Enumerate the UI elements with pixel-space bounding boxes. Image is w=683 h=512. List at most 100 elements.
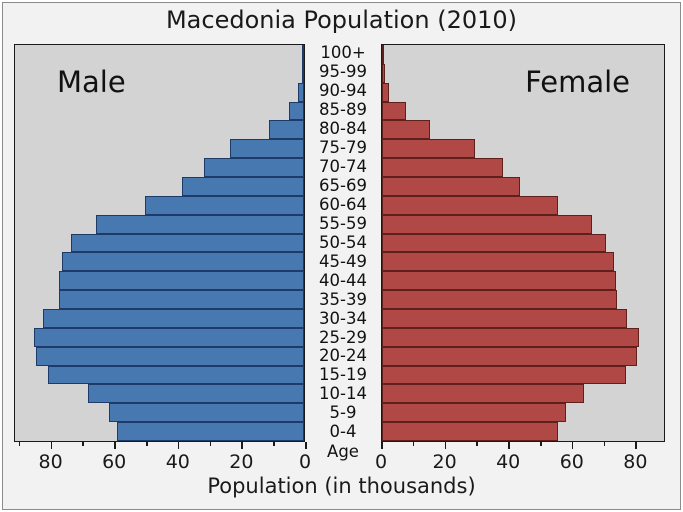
pyramid-row xyxy=(15,290,304,310)
male-bar-45-49 xyxy=(62,252,304,272)
male-bar-20-24 xyxy=(35,346,304,366)
male-bar-25-29 xyxy=(34,327,304,347)
pyramid-row xyxy=(382,158,664,178)
pyramid-row xyxy=(382,290,664,310)
x-axis-tick-major xyxy=(114,442,116,449)
age-tick-label: 90-94 xyxy=(319,81,367,101)
male-bar-35-39 xyxy=(58,290,304,310)
x-tick-label: 60 xyxy=(102,451,127,473)
pyramid-row xyxy=(15,158,304,178)
female-bar-100+ xyxy=(382,45,384,64)
pyramid-row xyxy=(382,403,664,423)
age-tick-label: 85-89 xyxy=(319,100,367,120)
age-axis-labels: 100+ 95-99 90-94 85-89 80-84 75-79 70-74 65-69 6… xyxy=(305,44,381,442)
female-label: Female xyxy=(525,65,630,99)
x-tick-label: 0 xyxy=(298,451,312,473)
x-tick-label: 40 xyxy=(165,451,190,473)
pyramid-row xyxy=(382,271,664,291)
pyramid-row xyxy=(382,346,664,366)
age-axis-title: Age xyxy=(327,442,359,461)
pyramid-row xyxy=(382,63,664,83)
pyramid-row xyxy=(382,384,664,404)
pyramid-row xyxy=(382,252,664,272)
pyramid-row xyxy=(15,214,304,234)
pyramid-row xyxy=(382,177,664,196)
x-axis-tick-major xyxy=(635,442,637,449)
male-bars-container xyxy=(15,45,304,441)
age-tick-label: 25-29 xyxy=(319,327,367,347)
pyramid-row xyxy=(15,346,304,366)
pyramid-row xyxy=(15,63,304,83)
x-axis-tick-major xyxy=(508,442,510,449)
pyramid-row xyxy=(15,101,304,121)
age-tick-label: 70-74 xyxy=(319,156,367,176)
pyramid-row xyxy=(15,271,304,291)
age-tick-label: 45-49 xyxy=(319,251,367,271)
x-tick-label: 40 xyxy=(496,451,521,473)
x-axis-tick-minor xyxy=(209,442,212,446)
pyramid-row xyxy=(15,45,304,64)
male-bar-60-64 xyxy=(144,195,304,215)
pyramid-row xyxy=(15,384,304,404)
female-bar-60-64 xyxy=(382,195,559,215)
male-label: Male xyxy=(57,65,126,99)
female-bar-35-39 xyxy=(382,290,618,310)
female-bar-40-44 xyxy=(382,271,617,291)
male-bar-65-69 xyxy=(181,177,304,196)
male-bar-10-14 xyxy=(88,384,304,404)
pyramid-row xyxy=(382,45,664,64)
pyramid-row xyxy=(15,327,304,347)
x-tick-label: 80 xyxy=(38,451,63,473)
x-axis-tick-minor xyxy=(82,442,84,446)
pyramid-row xyxy=(382,214,664,234)
age-tick-label: 60-64 xyxy=(319,194,367,214)
female-bar-85-89 xyxy=(382,101,406,121)
pyramid-row xyxy=(382,365,664,385)
male-bar-95-99 xyxy=(302,63,304,83)
female-bar-50-54 xyxy=(382,233,607,253)
age-tick-label: 10-14 xyxy=(319,384,367,404)
x-axis-tick-minor xyxy=(540,442,542,446)
male-bar-30-34 xyxy=(43,309,304,328)
female-bar-65-69 xyxy=(382,177,520,196)
x-axis-tick-major xyxy=(305,442,307,449)
x-tick-label: 80 xyxy=(623,451,648,473)
age-tick-label: 50-54 xyxy=(319,232,367,252)
pyramid-row xyxy=(382,195,664,215)
female-bar-30-34 xyxy=(382,309,627,328)
x-tick-label: 20 xyxy=(432,451,457,473)
age-tick-label: 0-4 xyxy=(329,422,357,442)
female-bar-25-29 xyxy=(382,327,640,347)
pyramid-row xyxy=(382,422,664,441)
male-bar-70-74 xyxy=(203,158,304,178)
female-bar-15-19 xyxy=(382,365,626,385)
pyramid-row xyxy=(15,365,304,385)
female-bar-55-59 xyxy=(382,214,592,234)
x-axis-tick-major xyxy=(241,442,243,449)
male-bar-5-9 xyxy=(108,403,304,423)
pyramid-row xyxy=(15,139,304,159)
male-bar-55-59 xyxy=(96,214,304,234)
male-bar-0-4 xyxy=(116,422,304,441)
chart-title: Macedonia Population (2010) xyxy=(165,6,518,34)
pyramid-row xyxy=(15,422,304,441)
age-tick-label: 40-44 xyxy=(319,270,367,290)
x-axis-tick-major xyxy=(571,442,574,449)
x-axis-tick-minor xyxy=(476,442,478,446)
pyramid-row xyxy=(382,139,664,159)
male-bar-85-89 xyxy=(289,101,304,121)
age-tick-label: 95-99 xyxy=(319,62,367,82)
male-bar-80-84 xyxy=(269,120,304,140)
male-bar-100+ xyxy=(302,45,304,64)
x-axis-tick-minor xyxy=(273,442,275,446)
age-tick-label: 100+ xyxy=(320,43,366,63)
pyramid-row xyxy=(382,309,664,328)
x-tick-label: 0 xyxy=(374,451,388,473)
female-bar-70-74 xyxy=(382,158,503,178)
male-x-axis: 0 20 40 60 80 xyxy=(14,442,311,474)
x-axis-tick-major xyxy=(177,442,180,449)
pyramid-row xyxy=(15,120,304,140)
pyramid-row xyxy=(382,101,664,121)
age-tick-label: 20-24 xyxy=(319,346,367,366)
male-bar-90-94 xyxy=(297,82,304,102)
